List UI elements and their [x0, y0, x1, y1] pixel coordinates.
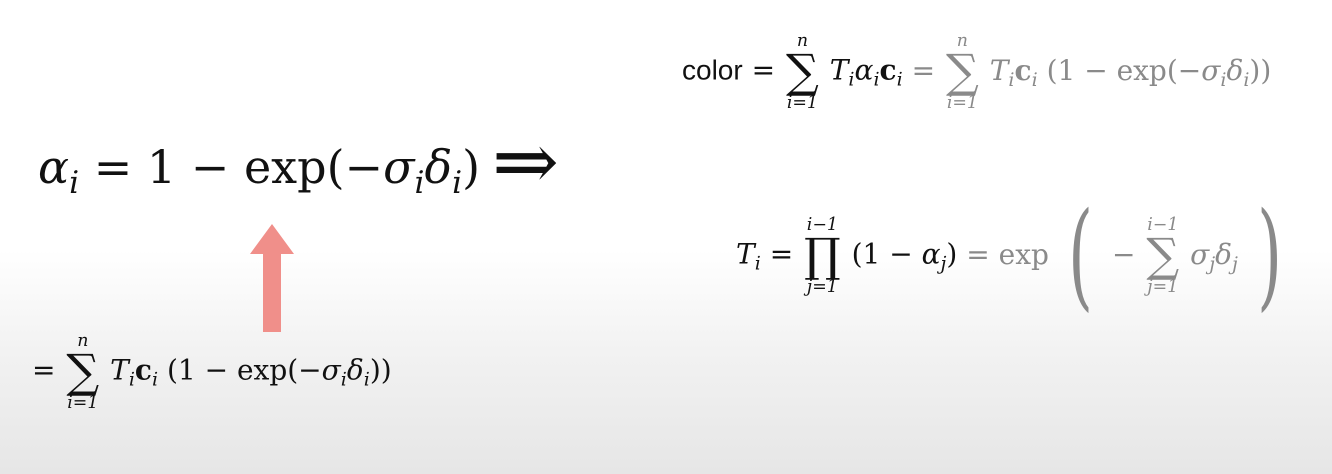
- sum-symbol: ∑: [945, 44, 979, 99]
- c-vector: c: [879, 53, 897, 87]
- rest-close: )): [369, 353, 392, 387]
- sum-symbol: ∑: [1146, 228, 1180, 283]
- alpha: α: [921, 237, 941, 271]
- sum-symbol: ∑: [785, 44, 819, 99]
- open-term: (1 −: [851, 237, 922, 271]
- sigma: σ: [1190, 237, 1210, 271]
- sigma: σ: [321, 353, 341, 387]
- c-subscript: i: [151, 368, 159, 391]
- T: T: [110, 353, 129, 387]
- sigma: σ: [383, 140, 415, 194]
- rest-close: )): [1249, 53, 1272, 87]
- T: T: [736, 237, 755, 271]
- c-vector: c: [1014, 53, 1032, 87]
- sigma-subscript: j: [1209, 252, 1216, 275]
- equals-sign: =: [769, 237, 794, 271]
- implies-arrow: ⇒: [492, 115, 560, 208]
- delta: δ: [346, 353, 364, 387]
- one: 1: [146, 140, 177, 194]
- sum-formula: = n ∑ i=1 Tici (1 − exp(−σiδi)): [32, 332, 392, 412]
- rest-open: (1 − exp(−: [166, 353, 322, 387]
- T-subscript: i: [848, 68, 855, 91]
- T-subscript: i: [1008, 68, 1015, 91]
- alpha-symbol: α: [38, 140, 70, 194]
- sigma-subscript: i: [414, 165, 425, 201]
- c-subscript: i: [896, 68, 903, 91]
- T-subscript: i: [128, 368, 135, 391]
- alpha-subscript: i: [69, 165, 80, 201]
- equals-sign: =: [751, 53, 776, 87]
- summation: n ∑ i=1: [66, 332, 99, 412]
- equals-sign: =: [32, 353, 56, 387]
- sigma: σ: [1201, 53, 1221, 87]
- alpha-subscript: i: [873, 68, 880, 91]
- sigma-subscript: i: [340, 368, 347, 391]
- T: T: [829, 53, 849, 87]
- alpha-formula: αi = 1 − exp(−σiδi): [38, 140, 481, 199]
- close-paren: ): [462, 140, 481, 194]
- sum-upper-limit: n: [956, 31, 968, 51]
- equals-exp: = exp: [966, 237, 1049, 271]
- summation: n ∑ i=1: [786, 32, 819, 112]
- delta-subscript: i: [1243, 68, 1250, 91]
- prod-upper-limit: i−1: [806, 214, 838, 235]
- minus-sign: −: [1112, 237, 1136, 271]
- sum-upper-limit: i−1: [1147, 214, 1179, 235]
- rest-open: (1 − exp(−: [1046, 53, 1202, 87]
- sum-lower-limit: i=1: [946, 92, 978, 113]
- sum-lower-limit: i=1: [786, 92, 818, 113]
- big-left-paren: (: [1068, 188, 1093, 323]
- sigma-subscript: i: [1220, 68, 1227, 91]
- gray-expansion: = exp ( − i−1 ∑ j=1 σjδj ): [966, 198, 1292, 314]
- prod-symbol: ∏: [804, 228, 841, 283]
- delta-subscript: i: [452, 165, 463, 201]
- color-word: color: [682, 54, 743, 86]
- summation: i−1 ∑ j=1: [1146, 216, 1179, 296]
- equals-sign: =: [93, 140, 133, 194]
- T-subscript: i: [754, 252, 761, 275]
- exp-open: exp(−: [243, 140, 384, 194]
- prod-lower-limit: j=1: [806, 276, 838, 297]
- equals-sign: =: [911, 53, 936, 87]
- delta: δ: [1215, 237, 1233, 271]
- gray-expansion: = n ∑ i=1 Tici (1 − exp(−σiδi)): [911, 32, 1272, 112]
- summation: n ∑ i=1: [946, 32, 979, 112]
- sum-upper-limit: n: [77, 331, 89, 351]
- delta-subscript: j: [1232, 252, 1238, 275]
- alpha-subscript: j: [940, 252, 947, 275]
- c-subscript: i: [1031, 68, 1038, 91]
- sum-upper-limit: n: [796, 31, 808, 51]
- T: T: [989, 53, 1009, 87]
- up-arrow-icon: [250, 224, 294, 332]
- delta-subscript: i: [363, 368, 370, 391]
- color-formula: color = n ∑ i=1 Tiαici = n ∑ i=1 Tici (1…: [682, 32, 1271, 112]
- sum-symbol: ∑: [66, 344, 100, 399]
- big-right-paren: ): [1257, 188, 1282, 323]
- delta: δ: [424, 140, 453, 194]
- transmittance-formula: Ti = i−1 ∏ j=1 (1 − αj) = exp ( − i−1 ∑ …: [736, 198, 1292, 314]
- alpha: α: [854, 53, 874, 87]
- c-vector: c: [134, 353, 152, 387]
- product: i−1 ∏ j=1: [804, 216, 841, 296]
- close-paren: ): [946, 237, 958, 271]
- sum-lower-limit: j=1: [1147, 276, 1179, 297]
- minus-sign: −: [190, 140, 230, 194]
- delta: δ: [1226, 53, 1244, 87]
- sum-lower-limit: i=1: [67, 392, 99, 413]
